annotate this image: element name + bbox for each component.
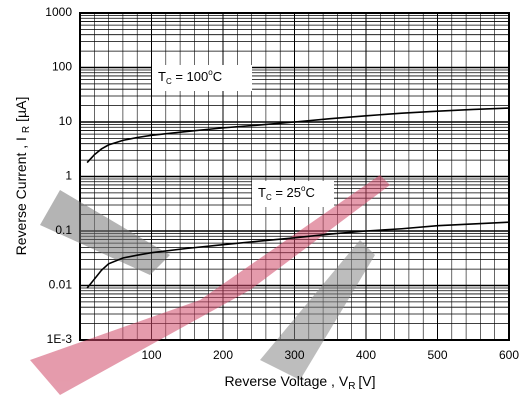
y-tick-label: 1000 xyxy=(45,5,72,19)
ann-sup: o xyxy=(301,184,306,193)
ann-rest: = 100 xyxy=(172,69,209,84)
series-line xyxy=(86,107,510,164)
x-label-unit: [V] xyxy=(358,373,375,389)
y-label-sub: R xyxy=(21,126,32,133)
ann-sub: C xyxy=(266,193,272,202)
y-label-unit: [µA] xyxy=(13,97,29,122)
annotation-box xyxy=(152,65,252,91)
y-tick-label: 1 xyxy=(65,169,72,183)
x-tick-label: 600 xyxy=(499,348,519,362)
ann-sup: o xyxy=(208,68,213,77)
y-tick-label: 100 xyxy=(52,60,72,74)
y-tick-label: 10 xyxy=(59,114,73,128)
y-tick-label: 0.01 xyxy=(49,278,73,292)
x-tick-label: 500 xyxy=(427,348,447,362)
y-tick-label: 0.1 xyxy=(55,223,72,237)
x-tick-label: 200 xyxy=(213,348,233,362)
grid xyxy=(79,12,510,341)
ann-unit: C xyxy=(305,185,314,200)
ann-sub: C xyxy=(166,77,172,86)
annotation: TC = 25oC xyxy=(258,184,315,202)
annotation-box xyxy=(252,181,334,207)
x-tick-label: 300 xyxy=(284,348,304,362)
x-label-text: Reverse Voltage , V xyxy=(224,373,348,389)
x-tick-label: 400 xyxy=(356,348,376,362)
ann-rest: = 25 xyxy=(272,185,301,200)
y-axis-title: Reverse Current , I R [µA] xyxy=(13,97,32,256)
watermark xyxy=(30,175,390,395)
x-axis-title: Reverse Voltage , VR [V] xyxy=(224,373,375,392)
y-tick-label: 1E-3 xyxy=(47,332,73,346)
series-line xyxy=(86,221,510,289)
x-tick-label: 100 xyxy=(141,348,161,362)
ann-text: T xyxy=(258,185,266,200)
plot: 1E-3 0.01 0.1 1 10 100 1000 100 200 300 400 500 600 T… xyxy=(45,5,519,362)
x-label-sub: R xyxy=(348,381,355,392)
ann-text: T xyxy=(158,69,166,84)
y-label-text: Reverse Current , I xyxy=(13,137,29,255)
annotation: TC = 100oC xyxy=(158,68,222,86)
ann-unit: C xyxy=(213,69,222,84)
